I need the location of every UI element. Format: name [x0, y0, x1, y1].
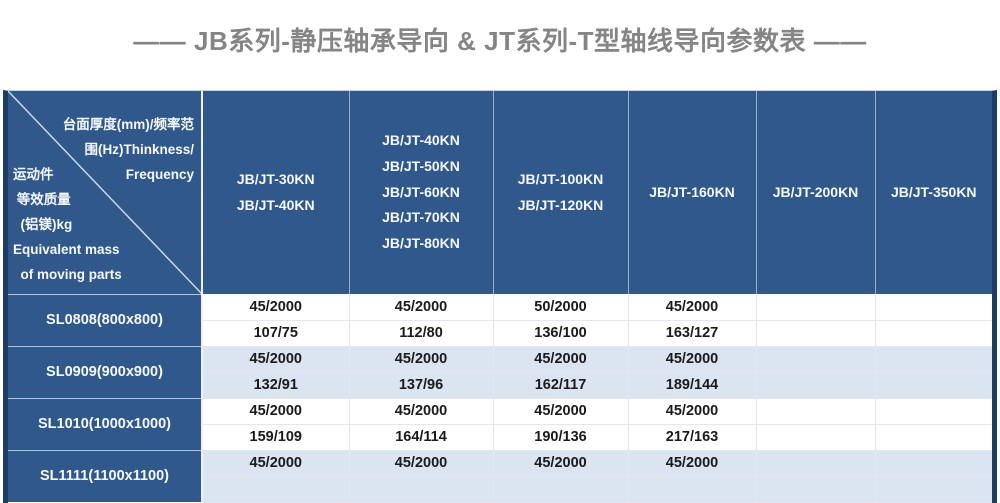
data-cell: [756, 424, 876, 451]
data-cell: [875, 320, 992, 347]
data-cell: [628, 476, 757, 503]
data-cell: 45/2000: [202, 294, 350, 321]
corner-header-cell: 台面厚度(mm)/频率范 围(Hz)Thinkness/ Frequency 运…: [8, 91, 203, 294]
data-cell: 45/2000: [628, 294, 757, 321]
data-cell: [493, 476, 629, 503]
row-label-sl0909: SL0909(900x900): [8, 345, 203, 398]
data-cell: 159/109: [202, 424, 350, 451]
data-cell: 45/2000: [202, 346, 350, 373]
column-header-100-120kn: JB/JT-100KN JB/JT-120KN: [493, 91, 629, 294]
column-header-30-40kn: JB/JT-30KN JB/JT-40KN: [202, 91, 350, 294]
data-cell: 162/117: [493, 372, 629, 399]
row-label-sl0808: SL0808(800x800): [8, 293, 203, 346]
column-header-200kn: JB/JT-200KN: [756, 91, 876, 294]
data-cell: 164/114: [349, 424, 494, 451]
data-cell: [202, 476, 350, 503]
data-cell: [756, 372, 876, 399]
data-cell: [875, 450, 992, 477]
data-cell: [875, 476, 992, 503]
data-cell: 45/2000: [493, 346, 629, 373]
data-cell: [875, 424, 992, 451]
table-header-row: 台面厚度(mm)/频率范 围(Hz)Thinkness/ Frequency 运…: [8, 91, 992, 294]
data-cell: 217/163: [628, 424, 757, 451]
data-cell: [756, 476, 876, 503]
row-label-sl1111: SL1111(1100x1100): [8, 449, 203, 502]
column-header-160kn: JB/JT-160KN: [628, 91, 757, 294]
corner-label-equivalent-mass: 运动件 等效质量 (铝镁)kg Equivalent mass of movin…: [13, 167, 165, 294]
data-cell: 163/127: [628, 320, 757, 347]
parameter-table: 台面厚度(mm)/频率范 围(Hz)Thinkness/ Frequency 运…: [8, 91, 992, 503]
table-row: 159/109 164/114 190/136 217/163: [8, 424, 992, 451]
data-cell: 190/136: [493, 424, 629, 451]
column-header-40-80kn: JB/JT-40KN JB/JT-50KN JB/JT-60KN JB/JT-7…: [349, 91, 494, 294]
data-cell: [875, 294, 992, 321]
table-row: SL1010(1000x1000) 45/2000 45/2000 45/200…: [8, 397, 992, 450]
data-cell: [756, 346, 876, 373]
table-row: 132/91 137/96 162/117 189/144: [8, 372, 992, 399]
data-cell: [756, 450, 876, 477]
data-cell: [756, 294, 876, 321]
data-cell: 45/2000: [493, 398, 629, 425]
data-cell: [875, 398, 992, 425]
diagonal-divider-line: [8, 91, 201, 294]
data-cell: 107/75: [202, 320, 350, 347]
data-cell: 45/2000: [202, 450, 350, 477]
data-cell: 45/2000: [628, 450, 757, 477]
data-cell: 132/91: [202, 372, 350, 399]
data-cell: 136/100: [493, 320, 629, 347]
data-cell: 45/2000: [628, 398, 757, 425]
data-cell: 45/2000: [202, 398, 350, 425]
table-row: SL0909(900x900) 45/2000 45/2000 45/2000 …: [8, 345, 992, 398]
table-row: SL1111(1100x1100) 45/2000 45/2000 45/200…: [8, 449, 992, 502]
page-title: —— JB系列-静压轴承导向 & JT系列-T型轴线导向参数表 ——: [133, 26, 867, 56]
data-cell: 45/2000: [349, 450, 494, 477]
data-cell: 45/2000: [493, 450, 629, 477]
column-header-350kn: JB/JT-350KN: [875, 91, 992, 294]
title-bar: —— JB系列-静压轴承导向 & JT系列-T型轴线导向参数表 ——: [0, 0, 1000, 58]
data-cell: [756, 398, 876, 425]
data-cell: 112/80: [349, 320, 494, 347]
data-cell: 45/2000: [349, 398, 494, 425]
data-cell: 137/96: [349, 372, 494, 399]
table-row: 107/75 112/80 136/100 163/127: [8, 320, 992, 347]
corner-cell-content: 台面厚度(mm)/频率范 围(Hz)Thinkness/ Frequency 运…: [8, 91, 201, 294]
data-cell: 45/2000: [349, 294, 494, 321]
row-label-sl1010: SL1010(1000x1000): [8, 397, 203, 450]
corner-label-thickness-frequency: 台面厚度(mm)/频率范 围(Hz)Thinkness/ Frequency: [62, 117, 194, 182]
data-cell: 50/2000: [493, 294, 629, 321]
data-cell: 45/2000: [628, 346, 757, 373]
data-cell: [875, 346, 992, 373]
data-cell: [756, 320, 876, 347]
data-cell: [875, 372, 992, 399]
table-row: SL0808(800x800) 45/2000 45/2000 50/2000 …: [8, 293, 992, 346]
data-cell: [349, 476, 494, 503]
data-cell: 189/144: [628, 372, 757, 399]
data-cell: 45/2000: [349, 346, 494, 373]
parameter-table-wrapper: 台面厚度(mm)/频率范 围(Hz)Thinkness/ Frequency 运…: [3, 90, 997, 503]
